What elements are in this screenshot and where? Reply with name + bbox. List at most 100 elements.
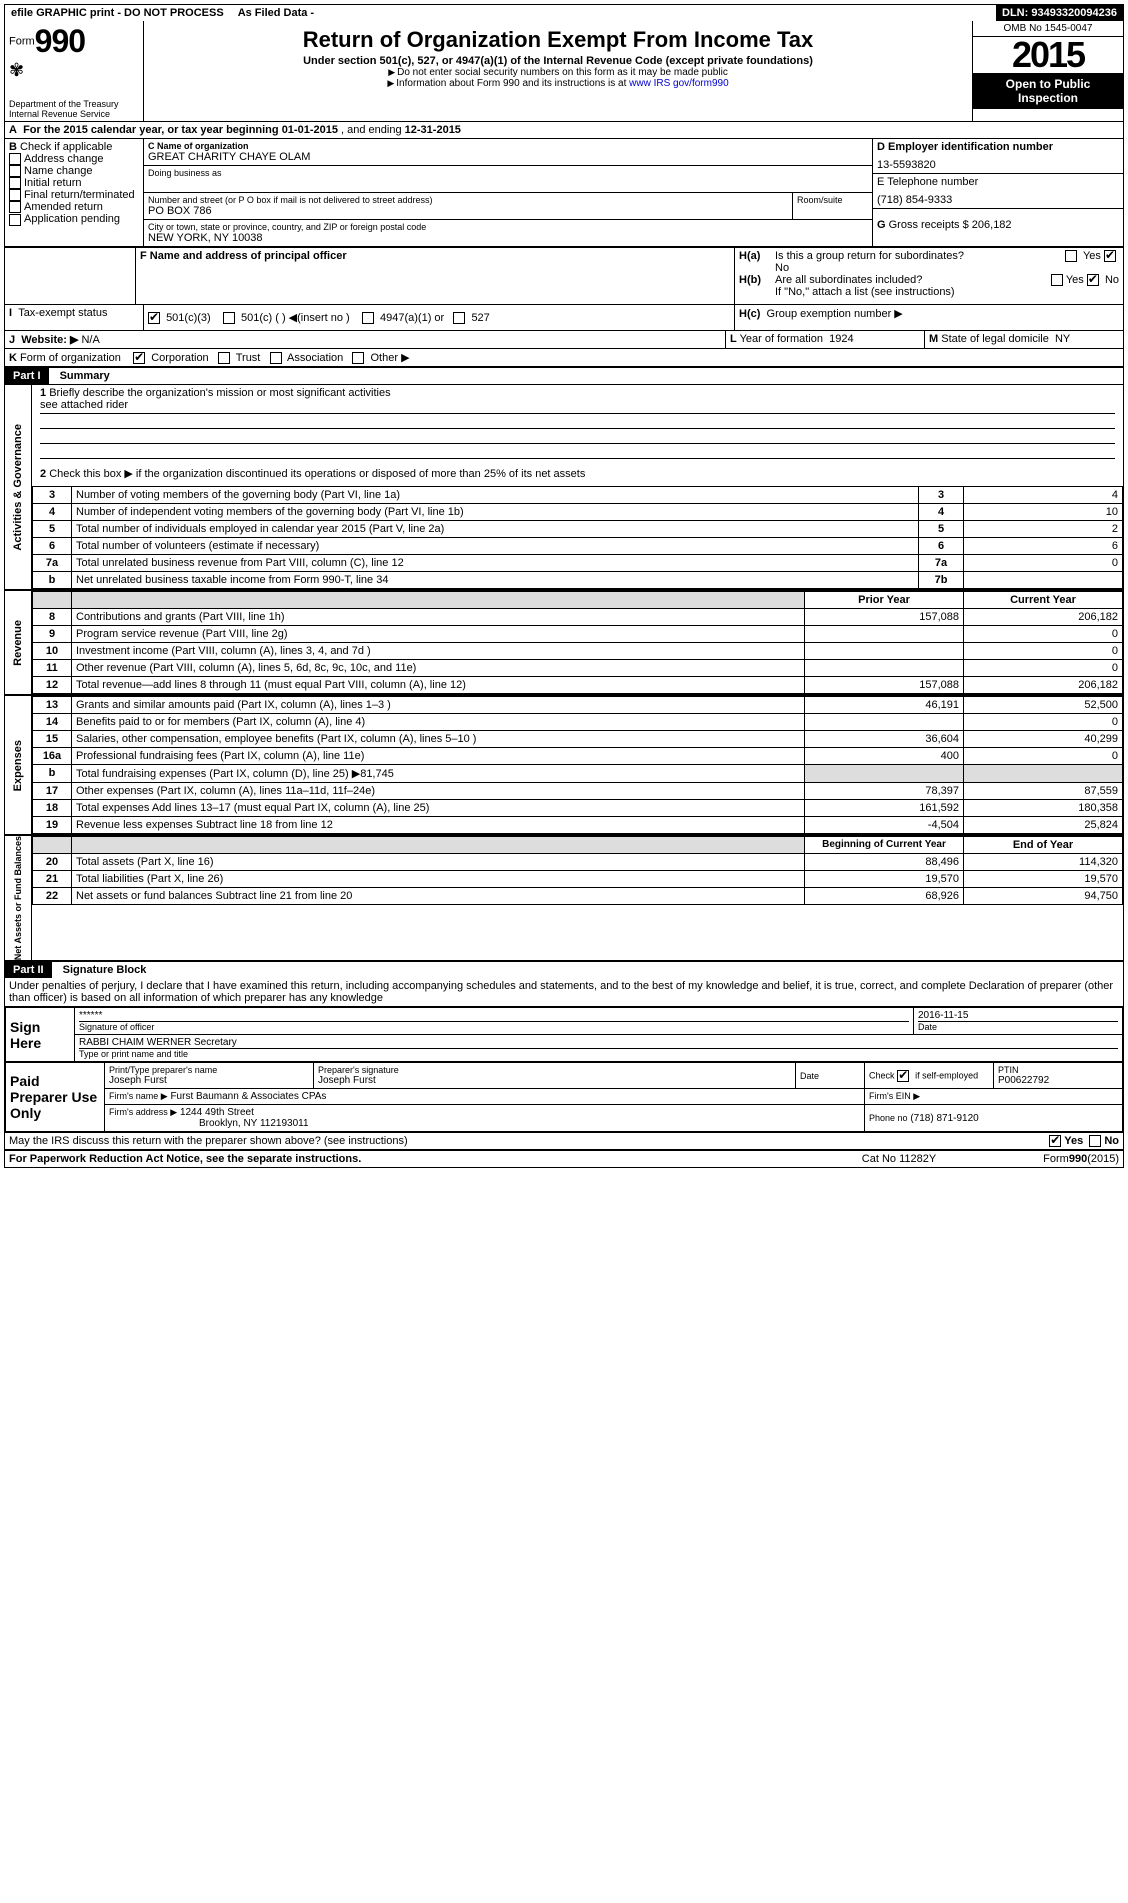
org-address: PO BOX 786 [148,205,788,217]
e19-text: Revenue less expenses Subtract line 18 f… [72,817,805,834]
phone-value: (718) 854-9333 [877,194,1119,206]
n22-text: Net assets or fund balances Subtract lin… [72,888,805,905]
paid-preparer-table: Paid Preparer Use Only Print/Type prepar… [5,1062,1123,1132]
asfiled-label: As Filed Data - [232,5,322,21]
section-deg: D Employer identification number 13-5593… [872,139,1123,246]
e15-curr: 40,299 [964,731,1123,748]
discuss-no: No [1104,1135,1119,1147]
r12-text: Total revenue—add lines 8 through 11 (mu… [72,677,805,694]
line-i: I Tax-exempt status 501(c)(3) 501(c) ( )… [5,304,1123,330]
r10-prior [805,643,964,660]
n20-num: 20 [33,854,72,871]
firm-ein-label: Firm's EIN ▶ [869,1091,920,1101]
r10-curr: 0 [964,643,1123,660]
b-label: B [9,141,17,153]
row7b-key: 7b [919,572,964,589]
row5-key: 5 [919,521,964,538]
hc-text: Group exemption number ▶ [767,308,903,320]
e17-prior: 78,397 [805,783,964,800]
e16b-curr [964,765,1123,783]
firm-phone: (718) 871-9120 [910,1113,978,1124]
col-prior: Prior Year [805,592,964,609]
firm-addr: 1244 49th Street [180,1107,254,1118]
g-text: Gross receipts $ [889,219,969,231]
section-c: C Name of organization GREAT CHARITY CHA… [144,139,872,246]
firm-addr-label: Firm's address ▶ [109,1107,177,1117]
i-527: 527 [471,312,489,324]
e18-text: Total expenses Add lines 13–17 (must equ… [72,800,805,817]
row4-text: Number of independent voting members of … [72,504,919,521]
revenue-section: Revenue Prior YearCurrent Year 8Contribu… [5,589,1123,694]
footer-row: For Paperwork Reduction Act Notice, see … [5,1149,1123,1167]
discuss-text: May the IRS discuss this return with the… [9,1135,408,1147]
ein-value: 13-5593820 [877,159,1119,171]
n21-end: 19,570 [964,871,1123,888]
sig-stars: ****** [79,1010,909,1021]
e18-prior: 161,592 [805,800,964,817]
title-row: Form990 ✾ Department of the Treasury Int… [5,21,1123,121]
website-value: N/A [81,334,99,346]
ha-yes-label: Yes [1083,250,1101,262]
col-beg: Beginning of Current Year [805,837,964,854]
prep-sig: Joseph Furst [318,1075,791,1086]
e16b-num: b [33,765,72,783]
gross-receipts: 206,182 [972,219,1012,231]
e14-prior [805,714,964,731]
n21-beg: 19,570 [805,871,964,888]
row6-text: Total number of volunteers (estimate if … [72,538,919,555]
q2-text: Check this box ▶ if the organization dis… [49,468,585,480]
netassets-section: Net Assets or Fund Balances Beginning of… [5,834,1123,960]
row5-text: Total number of individuals employed in … [72,521,919,538]
e16a-prior: 400 [805,748,964,765]
e17-curr: 87,559 [964,783,1123,800]
hb-label: H(b) [739,274,761,286]
part2-title: Signature Block [55,962,155,978]
e19-num: 19 [33,817,72,834]
b-name-change: Name change [24,165,93,177]
row3-val: 4 [964,487,1123,504]
row6-val: 6 [964,538,1123,555]
expenses-label: Expenses [12,740,24,791]
row7a-key: 7a [919,555,964,572]
ptin-value: P00622792 [998,1075,1118,1086]
n20-text: Total assets (Part X, line 16) [72,854,805,871]
governance-table: 3Number of voting members of the governi… [32,486,1123,589]
n22-end: 94,750 [964,888,1123,905]
i-4947: 4947(a)(1) or [380,312,444,324]
r12-prior: 157,088 [805,677,964,694]
open-inspection: Open to Public Inspection [973,73,1123,109]
r8-text: Contributions and grants (Part VIII, lin… [72,609,805,626]
b-final: Final return/terminated [24,189,135,201]
col-end: End of Year [964,837,1123,854]
k-label: K [9,352,17,364]
prep-sig-label: Preparer's signature [318,1065,791,1075]
revenue-label: Revenue [12,620,24,666]
efile-header-bar: efile GRAPHIC print - DO NOT PROCESS As … [5,5,1123,21]
e15-prior: 36,604 [805,731,964,748]
k-corp: Corporation [151,352,208,364]
hb-no: No [1105,274,1119,286]
k-trust: Trust [236,352,261,364]
r9-num: 9 [33,626,72,643]
r11-prior [805,660,964,677]
line-a-end: 12-31-2015 [405,124,461,136]
e16b-prior [805,765,964,783]
r9-curr: 0 [964,626,1123,643]
r11-num: 11 [33,660,72,677]
footer-form-year: (2015) [1087,1153,1119,1165]
row5-val: 2 [964,521,1123,538]
hb-yes: Yes [1066,274,1084,286]
irs-link[interactable]: www IRS gov/form990 [629,78,728,89]
dba-label: Doing business as [148,168,868,178]
discuss-yes: Yes [1064,1135,1083,1147]
line-a-mid: , and ending [341,124,405,136]
row3-num: 3 [33,487,72,504]
revenue-table: Prior YearCurrent Year 8Contributions an… [32,591,1123,694]
prep-name-label: Print/Type preparer's name [109,1065,309,1075]
l-text: Year of formation [740,333,823,345]
irs-label: Internal Revenue Service [9,109,139,119]
part2-header: Part II Signature Block [5,960,1123,978]
j-text: Website: ▶ [21,334,78,346]
line-j: J Website: ▶ N/A L Year of formation 192… [5,330,1123,348]
typeprint-label: Type or print name and title [79,1048,1118,1059]
